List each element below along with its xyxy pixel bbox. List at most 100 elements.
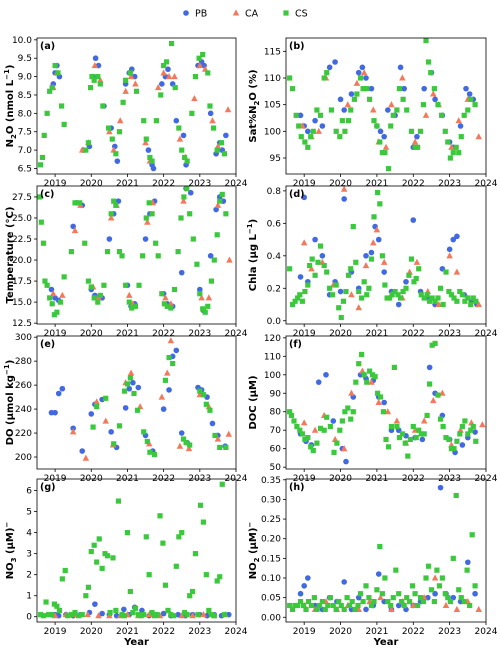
point-cs-23 (353, 379, 359, 385)
ylabel: N2O (nmol L−1) (3, 65, 18, 148)
point-cs-20 (341, 606, 347, 613)
point-cs-22 (345, 272, 352, 278)
point-cs-9 (309, 256, 315, 262)
point-cs-38 (390, 595, 396, 601)
point-cs-41 (417, 128, 424, 134)
point-pb-16 (381, 133, 387, 140)
point-cs-48 (417, 595, 424, 601)
series-cs (38, 481, 228, 619)
point-cs-26 (113, 607, 119, 614)
point-ca-8 (375, 398, 382, 406)
point-cs-9 (61, 121, 67, 127)
point-cs-9 (57, 299, 64, 305)
point-cs-66 (467, 602, 473, 609)
point-ca-6 (360, 69, 368, 76)
point-pb-23 (421, 85, 427, 92)
point-cs-58 (445, 595, 451, 601)
point-cs-38 (146, 572, 152, 578)
series-pb (297, 484, 478, 613)
point-cs-36 (141, 612, 147, 618)
panel-c-frame (36, 185, 237, 325)
point-cs-57 (442, 591, 448, 597)
point-ca-15 (160, 69, 167, 76)
point-cs-10 (314, 440, 320, 446)
panel-c: 12.5 15.0 17.5 20.0 22.5 25.0 27.5 2019 2020 2021… (5, 185, 248, 339)
point-cs-28 (363, 583, 369, 589)
point-cs-2 (40, 240, 47, 246)
point-cs-46 (431, 86, 437, 92)
point-cs-48 (190, 236, 196, 242)
panel-label: (g) (40, 482, 55, 493)
ytick-label: 8.5 (18, 91, 32, 101)
point-cs-14 (333, 128, 339, 134)
point-ca-5 (97, 76, 104, 83)
point-cs-38 (182, 154, 188, 161)
point-cs-11 (317, 425, 324, 431)
panel-e-frame (36, 335, 237, 470)
point-cs-19 (342, 409, 348, 415)
panel-b: 95 100 105 110 115 2019 2020 2021 2022 2023 2024 (b… (248, 37, 498, 189)
point-ca-6 (355, 304, 362, 311)
point-ca-8 (126, 291, 133, 298)
point-cs-34 (394, 107, 400, 113)
point-cs-61 (448, 292, 455, 298)
series-pb (297, 194, 480, 308)
point-cs-23 (207, 407, 213, 413)
point-cs-29 (366, 595, 372, 601)
panel-label: (b) (289, 41, 304, 52)
point-cs-23 (360, 86, 366, 92)
point-ca-17 (225, 430, 232, 437)
point-pb-12 (363, 75, 369, 81)
point-cs-14 (327, 423, 333, 430)
point-pb-27 (213, 206, 219, 213)
point-cs-26 (223, 444, 229, 451)
point-cs-41 (154, 612, 160, 618)
ytick-label: 100 (264, 371, 281, 381)
ytick-label: 0.35 (261, 476, 281, 486)
point-pb-17 (160, 406, 167, 412)
point-cs-30 (153, 118, 159, 124)
point-legend-pb-0 (183, 10, 189, 16)
point-ca-7 (377, 594, 384, 601)
point-cs-24 (364, 86, 370, 92)
point-cs-60 (454, 438, 460, 444)
point-cs-17 (88, 548, 94, 555)
point-cs-15 (337, 134, 343, 140)
xtick-label: 2024 (475, 179, 498, 189)
panel-h: 0.00 0.05 0.10 0.15 0.20 0.25 0.30 0.35 2019 2020… (246, 476, 498, 648)
point-cs-61 (453, 492, 459, 499)
point-cs-1 (39, 154, 46, 161)
point-cs-47 (415, 602, 421, 609)
xtick-label: 2023 (188, 329, 211, 339)
point-cs-17 (180, 436, 187, 442)
point-cs-17 (342, 128, 348, 134)
point-pb-13 (381, 399, 387, 406)
point-cs-14 (79, 612, 85, 618)
point-cs-40 (164, 303, 170, 309)
ylabel: DO (μmol kg−1) (3, 360, 16, 446)
point-pb-22 (165, 66, 171, 73)
point-cs-9 (134, 407, 141, 413)
point-pb-20 (173, 347, 180, 354)
point-cs-22 (108, 211, 114, 217)
point-ca-4 (340, 185, 348, 192)
ytick-label: 70 (270, 426, 282, 436)
point-cs-65 (459, 292, 465, 298)
legend-item-ca: CA (232, 9, 259, 20)
legend-item-cs: CS (283, 9, 308, 20)
point-cs-49 (221, 151, 228, 157)
point-cs-38 (394, 423, 400, 430)
point-pb-9 (348, 91, 355, 97)
point-cs-66 (221, 612, 228, 618)
point-ca-24 (214, 142, 222, 149)
point-cs-25 (133, 88, 140, 94)
point-cs-21 (354, 91, 360, 97)
point-cs-36 (388, 423, 395, 430)
point-cs-34 (379, 591, 385, 597)
point-cs-51 (421, 295, 427, 301)
point-pb-2 (305, 128, 311, 135)
point-cs-1 (94, 404, 100, 410)
xtick-label: 2019 (293, 627, 316, 637)
point-cs-8 (307, 262, 313, 269)
point-cs-45 (428, 70, 434, 76)
